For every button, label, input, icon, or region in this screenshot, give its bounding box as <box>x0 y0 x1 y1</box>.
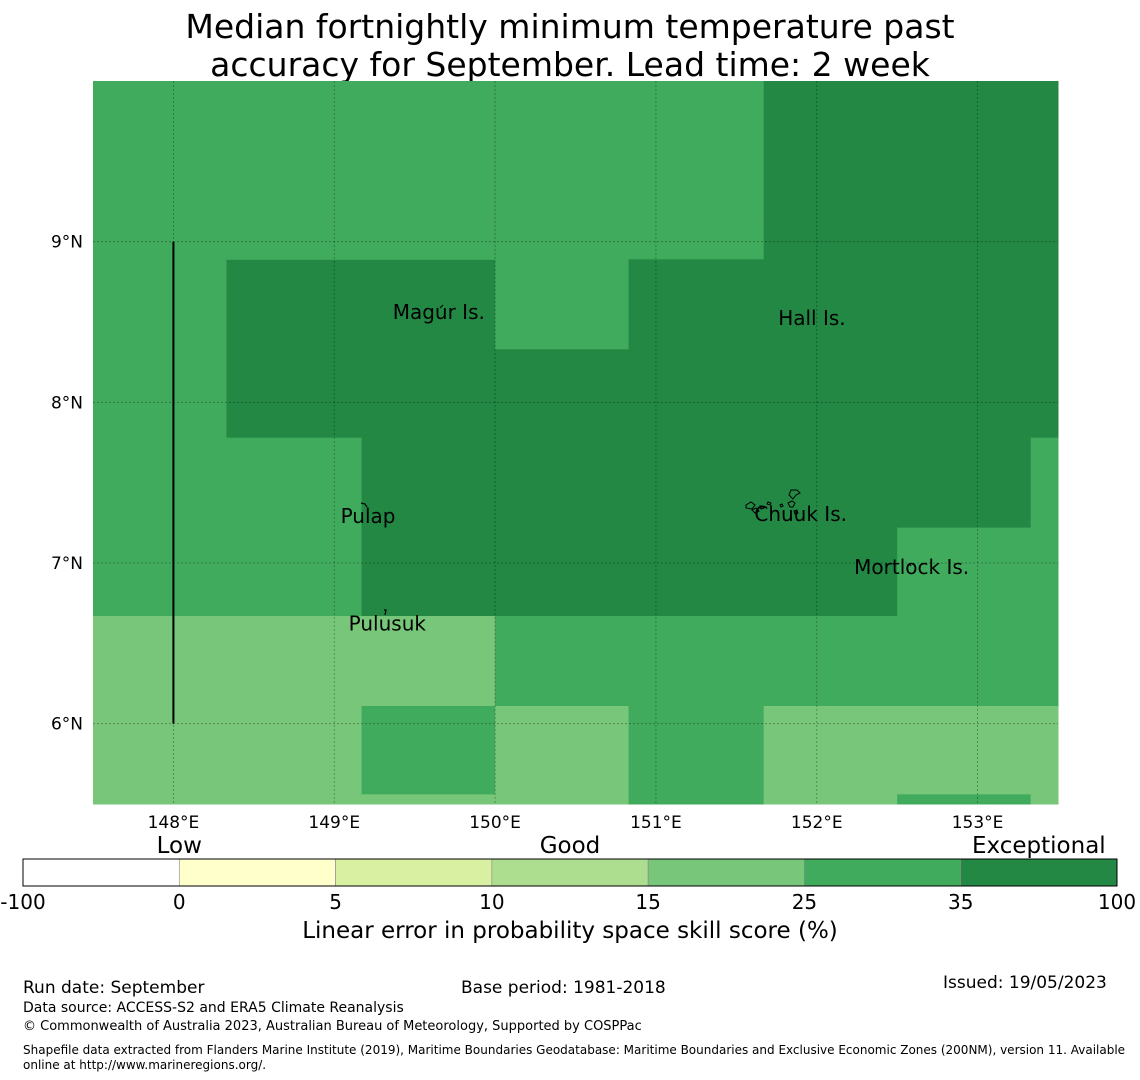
place-label: Pulusuk <box>349 611 427 635</box>
axis-ticks: 148°E 149°E 150°E 151°E 152°E 153°E 6°N 7°N 8°N 9… <box>51 233 1003 833</box>
grid-cell <box>361 705 496 795</box>
colorbar-tick-label: 5 <box>329 890 342 914</box>
place-label: Hall Is. <box>778 306 845 330</box>
grid-cell <box>628 223 765 260</box>
grid-cell <box>763 81 1059 225</box>
pulusuk-outline <box>384 609 387 616</box>
colorbar-swatch <box>647 858 805 887</box>
grid-cell <box>361 349 1032 529</box>
colorbar-swatch <box>960 858 1118 887</box>
colorbar-axis-label: Linear error in probability space skill … <box>302 918 838 944</box>
grid-cell <box>897 794 1032 805</box>
colorbar-tick-label: 100 <box>1098 890 1136 914</box>
grid-cell <box>495 223 630 350</box>
longitude-tick-label: 148°E <box>148 813 200 833</box>
latitude-tick-label: 9°N <box>51 233 83 253</box>
grid-cell <box>897 527 1059 707</box>
grid-cell <box>763 794 898 805</box>
grid-cell <box>495 616 898 707</box>
longitude-tick-label: 149°E <box>308 813 360 833</box>
place-label: Magur Is. <box>393 300 485 324</box>
colorbar-tick-label: 10 <box>479 890 504 914</box>
grid-cell <box>628 705 765 805</box>
longitude-tick-label: 152°E <box>791 813 843 833</box>
latitude-tick-label: 6°N <box>51 715 83 735</box>
skill-score-grid <box>93 81 1059 805</box>
colorbar-tick-label: 35 <box>948 890 973 914</box>
grid-cell <box>495 705 630 805</box>
colorbar-category-label: Exceptional <box>972 833 1106 859</box>
colorbar-swatch <box>22 858 180 887</box>
latitude-tick-label: 7°N <box>51 554 83 574</box>
chart-title-line-2: accuracy for September. Lead time: 2 wee… <box>210 45 930 84</box>
colorbar-swatch <box>335 858 493 887</box>
grid-cell <box>226 437 363 617</box>
grid-cell <box>93 705 363 805</box>
colorbar-category-label: Low <box>157 833 202 859</box>
run-date: Run date: September <box>23 978 205 998</box>
place-label: Mortlock Is. <box>854 555 969 579</box>
grid-cell <box>1030 794 1059 805</box>
colorbar-swatch <box>491 858 649 887</box>
grid-cell <box>93 81 765 225</box>
grid-cell <box>226 223 496 260</box>
latitude-tick-label: 8°N <box>51 393 83 413</box>
longitude-tick-label: 150°E <box>469 813 521 833</box>
issued-date: Issued: 19/05/2023 <box>943 973 1107 993</box>
shapefile-credit: Shapefile data extracted from Flanders M… <box>23 1043 1138 1073</box>
grid-cell <box>763 705 1059 795</box>
graticule <box>93 81 1058 804</box>
colorbar-tick-label: 25 <box>792 890 817 914</box>
chuuk-islands-outline <box>745 489 801 515</box>
grid-cell <box>93 223 227 617</box>
longitude-tick-label: 153°E <box>952 813 1004 833</box>
colorbar-swatch <box>178 858 336 887</box>
colorbar-tick-label: 15 <box>635 890 660 914</box>
base-period: Base period: 1981-2018 <box>461 978 666 998</box>
place-labels: Magur Is. Hall Is. Pulap Chuuk Is. Mortlock … <box>341 300 970 636</box>
longitude-tick-label: 151°E <box>630 813 682 833</box>
chart-title-line-1: Median fortnightly minimum temperature p… <box>185 7 955 46</box>
pulap-outline <box>360 502 368 508</box>
island-outlines <box>360 304 912 616</box>
place-label: Pulap <box>341 504 396 528</box>
colorbar-tick-label: 0 <box>173 890 186 914</box>
shapefile-credit-line-2: online at http://www.marineregions.org/. <box>23 1058 267 1072</box>
colorbar-frame <box>22 858 1118 887</box>
grid-cell <box>628 259 765 350</box>
colorbar: -100 0 5 10 15 25 35 100 Low Good Exceptional <box>0 833 1136 914</box>
grid-cell <box>361 794 496 805</box>
colorbar-category-label: Good <box>540 833 601 859</box>
copyright-notice: © Commonwealth of Australia 2023, Austra… <box>23 1019 642 1034</box>
colorbar-tick-label: -100 <box>0 890 45 914</box>
mortlock-outline <box>908 563 912 567</box>
colorbar-swatch <box>804 858 962 887</box>
magur-outline <box>439 304 444 309</box>
grid-cell <box>361 527 898 617</box>
place-label: Chuuk Is. <box>754 502 847 526</box>
grid-cell <box>1030 437 1059 529</box>
data-source: Data source: ACCESS-S2 and ERA5 Climate … <box>23 1000 404 1016</box>
shapefile-credit-line-1: Shapefile data extracted from Flanders M… <box>23 1043 1126 1057</box>
grid-cell <box>93 616 496 707</box>
